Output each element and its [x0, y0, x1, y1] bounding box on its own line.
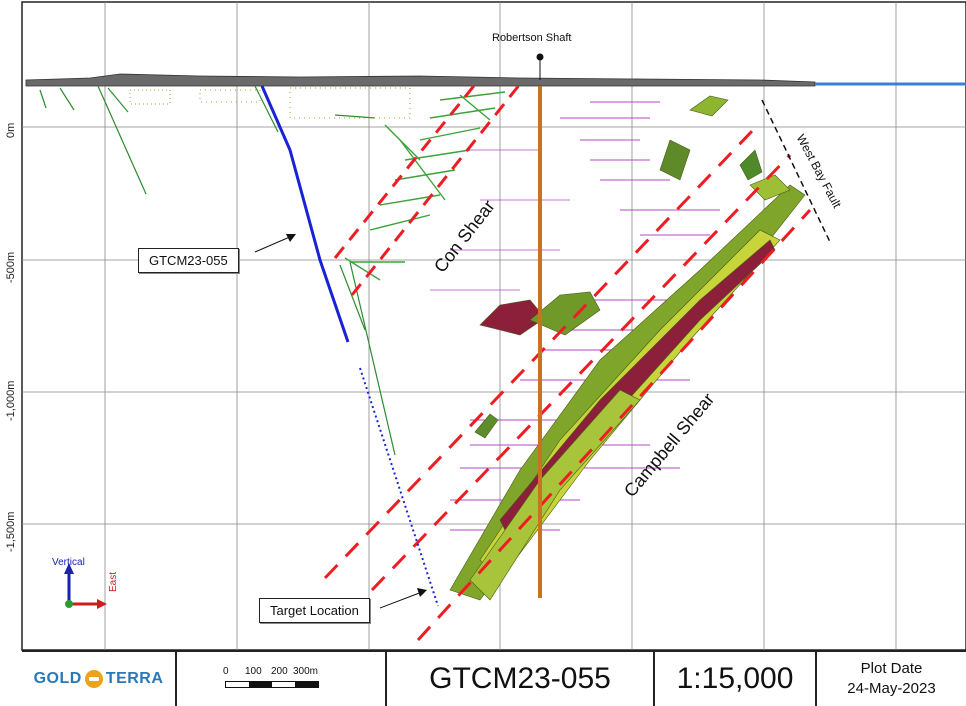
scale-label-200: 200 — [271, 666, 288, 677]
plot-date-cell: Plot Date 24-May-2023 — [817, 652, 966, 706]
hole-callout-arrowhead — [286, 234, 296, 242]
con-shear-purple-traces — [430, 149, 570, 291]
shaft-collar-marker — [536, 53, 544, 61]
shaft-label: Robertson Shaft — [492, 32, 572, 44]
scale-label-0: 0 — [223, 666, 229, 677]
depth-label-0: 0m — [5, 122, 17, 138]
depth-label-1500: -1,500m — [5, 511, 17, 552]
title-block: GOLD TERRA 0 100 200 300m GTCM23-055 1:1… — [22, 650, 966, 706]
campbell-orebodies — [449, 95, 806, 601]
depth-label-500: -500m — [5, 251, 17, 283]
logo-emblem-icon — [84, 670, 103, 688]
logo-text-right: TERRA — [105, 670, 164, 687]
hole-callout-leader — [254, 235, 293, 253]
near-surface-samples — [129, 87, 411, 119]
depth-label-1000: -1,000m — [5, 380, 17, 421]
campbell-shear-zone — [323, 126, 812, 642]
logo-text-left: GOLD — [33, 670, 82, 687]
map-scale: 1:15,000 — [676, 662, 794, 695]
east-axis-label: East — [108, 571, 119, 592]
scale-bar-cell: 0 100 200 300m — [177, 652, 387, 706]
drillhole-gtcm23-055 — [260, 85, 350, 343]
plot-date-value: 24-May-2023 — [847, 680, 936, 697]
ground-surface — [25, 73, 816, 87]
scale-label-300: 300m — [293, 666, 319, 677]
historic-drill-traces — [39, 85, 396, 456]
target-callout-leader — [379, 591, 423, 609]
drillhole-planned-extension — [359, 367, 439, 607]
axis-indicator — [64, 563, 107, 609]
scale-bar: 0 100 200 300m — [221, 664, 341, 694]
scale-cell: 1:15,000 — [655, 652, 817, 706]
scale-label-100: 100 — [245, 666, 262, 677]
con-shear-zone — [333, 81, 522, 296]
hole-id: GTCM23-055 — [429, 662, 611, 695]
hole-id-cell: GTCM23-055 — [387, 652, 655, 706]
west-bay-fault — [761, 99, 831, 243]
vertical-axis-label: Vertical — [52, 557, 85, 568]
target-callout-arrowhead — [417, 588, 427, 597]
logo-cell: GOLD TERRA — [22, 652, 177, 706]
company-logo: GOLD TERRA — [34, 670, 164, 688]
target-callout: Target Location — [259, 598, 370, 623]
drillhole-callout: GTCM23-055 — [138, 248, 239, 273]
plot-date-label: Plot Date — [860, 660, 923, 677]
scale-bar-graphic — [225, 681, 319, 688]
